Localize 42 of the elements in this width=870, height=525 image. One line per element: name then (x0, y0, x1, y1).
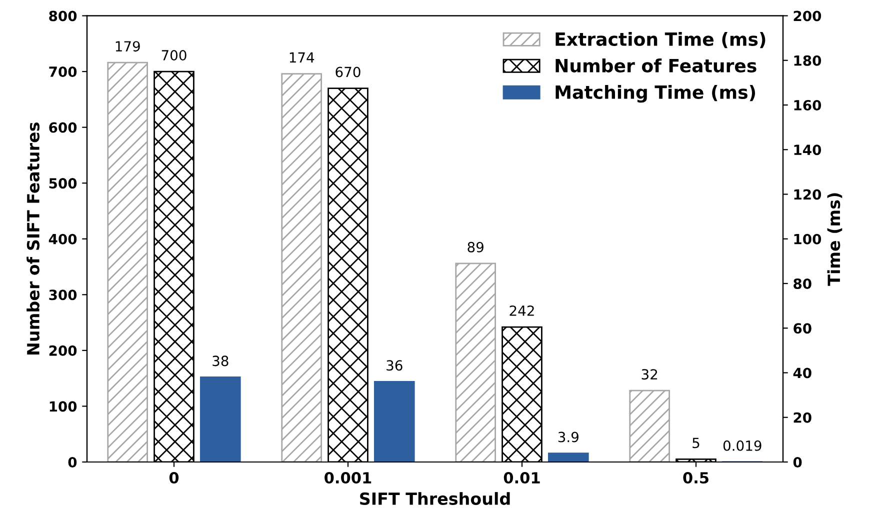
x-tick-label: 0.01 (504, 472, 540, 484)
y-tick-label: 600 (49, 122, 77, 133)
x-tick-label: 0.001 (324, 472, 372, 484)
y2-tick-label: 80 (794, 278, 812, 289)
data-label: 242 (510, 305, 534, 316)
data-label: 38 (212, 356, 228, 366)
y2-axis-title: Time (ms) (827, 193, 842, 286)
y-tick-label: 300 (49, 290, 77, 300)
x-axis-title: SIFT Threshould (360, 492, 510, 505)
y-tick-label: 0 (68, 456, 77, 468)
y-tick-label: 700 (49, 66, 77, 78)
data-label: 89 (468, 242, 484, 252)
y2-tick-label: 180 (794, 55, 822, 66)
data-label: 179 (116, 41, 140, 52)
legend-label: Matching Time (ms) (556, 85, 756, 103)
data-label: 670 (336, 66, 360, 78)
data-label: 32 (642, 369, 658, 380)
data-label: 3.9 (558, 432, 578, 442)
legend-label: Extraction Time (ms) (556, 32, 766, 48)
y-tick-label: 800 (49, 10, 77, 22)
y-axis-title: Number of SIFT Features (26, 122, 40, 354)
y2-tick-label: 120 (794, 189, 822, 200)
legend-label: Number of Features (556, 58, 756, 72)
y2-tick-label: 100 (794, 234, 822, 244)
y2-tick-label: 60 (794, 323, 812, 334)
y2-tick-label: 160 (794, 100, 822, 110)
y-tick-label: 200 (49, 345, 77, 356)
y-tick-label: 100 (50, 401, 77, 412)
y2-tick-label: 40 (793, 368, 812, 378)
x-tick-label: 0 (169, 472, 179, 484)
y2-tick-label: 200 (794, 10, 822, 22)
data-label: 0.019 (723, 440, 762, 451)
y2-tick-label: 20 (794, 412, 812, 423)
y2-tick-label: 0 (793, 456, 802, 468)
y2-tick-label: 140 (794, 144, 822, 156)
y-tick-label: 500 (49, 178, 77, 189)
x-tick-label: 0.5 (683, 472, 708, 484)
data-label: 5 (692, 438, 700, 448)
data-label: 700 (162, 50, 186, 61)
data-label: 36 (386, 360, 402, 371)
y-tick-label: 400 (48, 234, 77, 244)
data-label: 174 (290, 52, 314, 63)
